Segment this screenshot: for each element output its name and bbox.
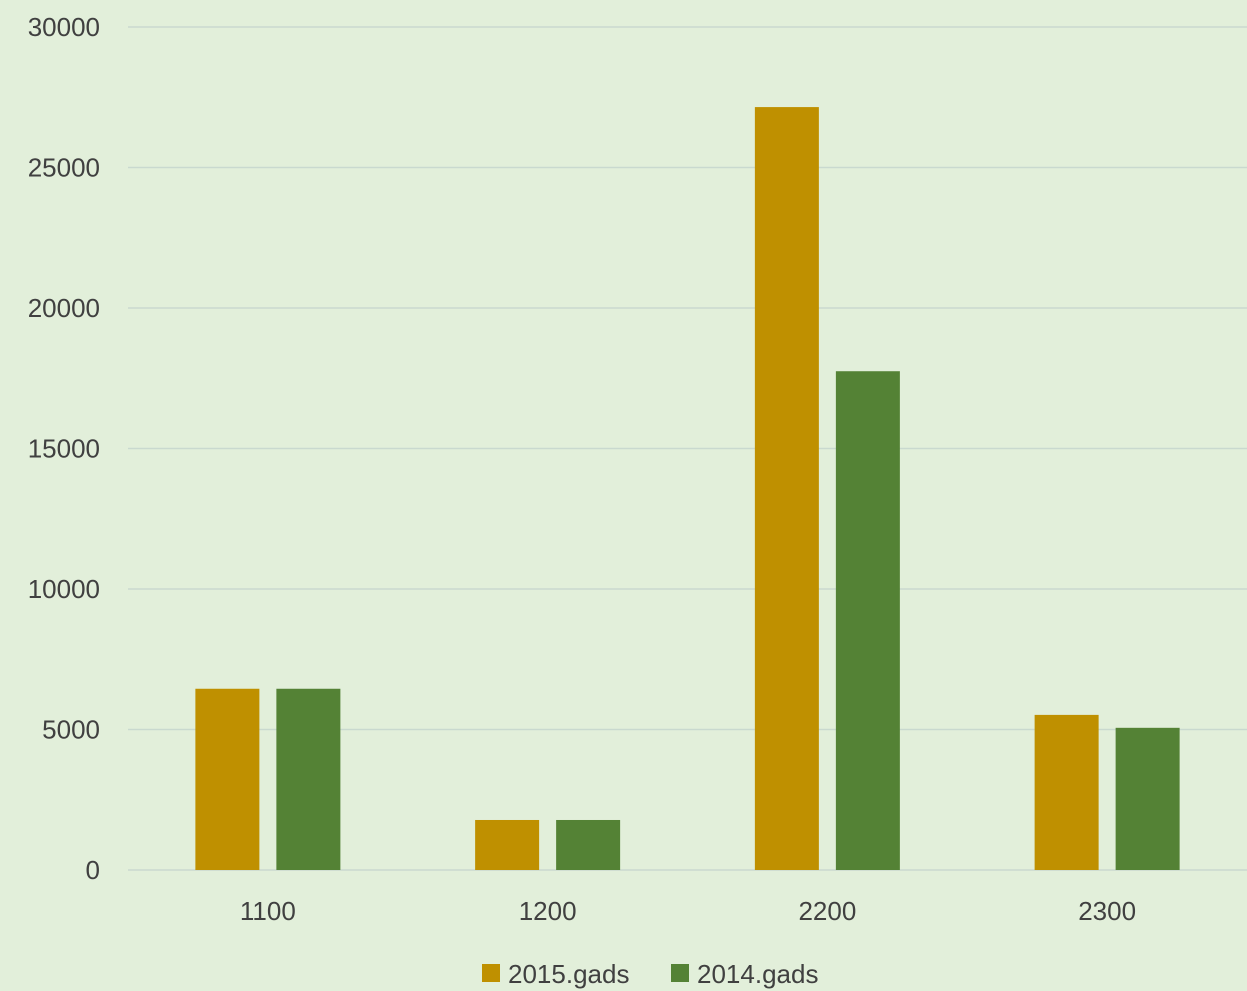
bar-2015-gads-1200 [475,819,540,870]
bar-2015-gads-2200 [754,107,819,870]
y-tick-label: 5000 [42,715,100,745]
bar-2014-gads-2300 [1115,727,1180,870]
y-axis-tick-labels: 0 5000 10000 15000 20000 25000 30000 [28,12,100,885]
legend-swatch [482,964,500,982]
y-tick-label: 0 [86,855,100,885]
bar-2015-gads-1100 [195,688,260,870]
x-tick-label: 2300 [1078,896,1136,926]
x-tick-label: 2200 [798,896,856,926]
x-axis-tick-labels: 1100 1200 2200 2300 [240,896,1136,926]
legend-swatch [671,964,689,982]
bar-2014-gads-2200 [835,371,900,870]
y-tick-label: 25000 [28,153,100,183]
bars [195,107,1180,870]
legend: 2015.gads 2014.gads [482,959,818,989]
bar-2014-gads-1100 [276,688,341,870]
x-tick-label: 1200 [519,896,577,926]
y-tick-label: 10000 [28,574,100,604]
legend-label: 2015.gads [508,959,629,989]
bar-2014-gads-1200 [556,819,621,870]
y-tick-label: 20000 [28,293,100,323]
x-tick-label: 1100 [240,896,296,926]
legend-label: 2014.gads [697,959,818,989]
y-tick-label: 30000 [28,12,100,42]
y-tick-label: 15000 [28,434,100,464]
bar-2015-gads-2300 [1034,714,1099,870]
